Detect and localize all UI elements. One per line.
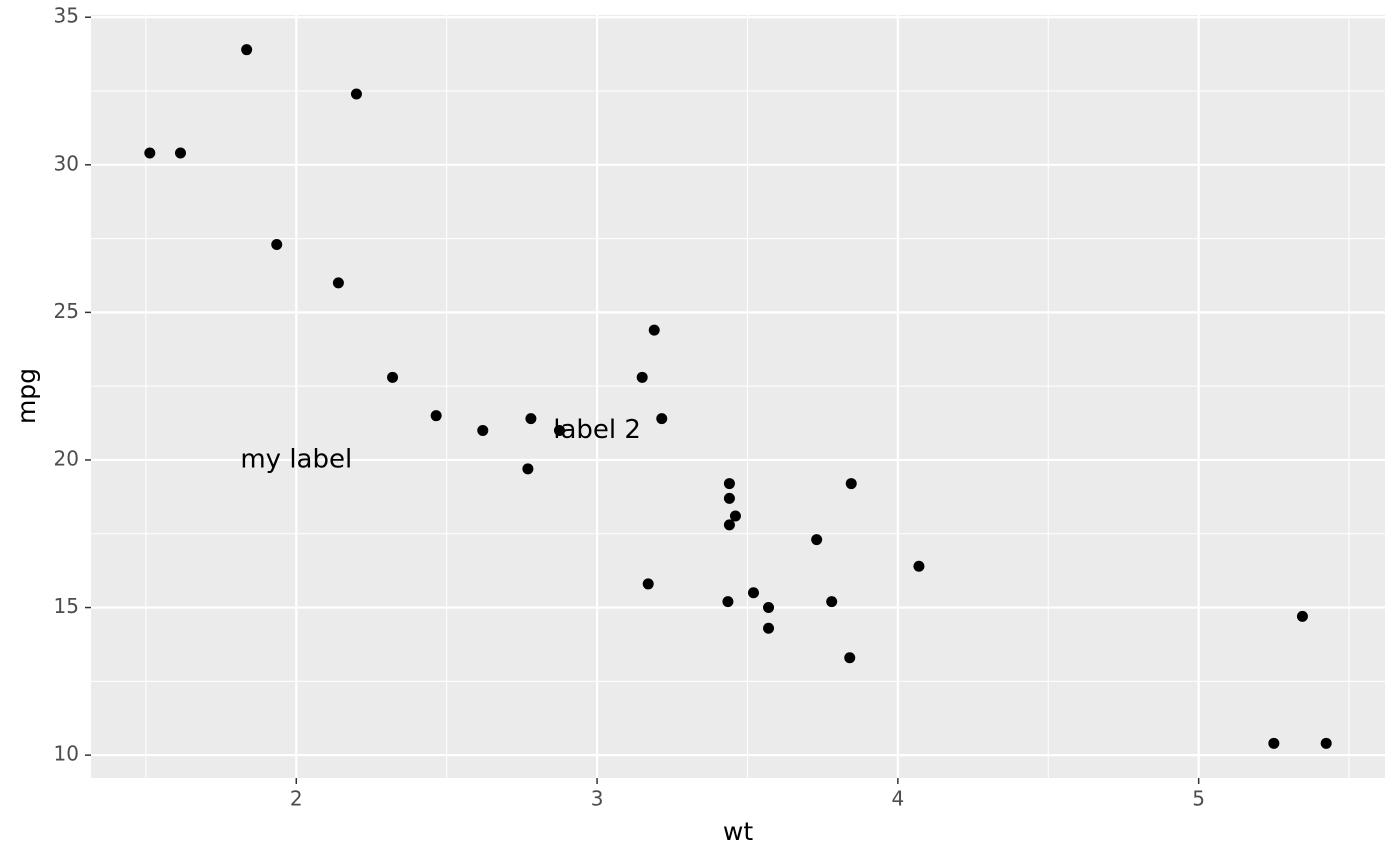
point — [241, 44, 253, 56]
point — [1268, 737, 1280, 749]
point — [913, 560, 925, 572]
x-tick-label: 4 — [892, 787, 905, 811]
point — [723, 519, 735, 531]
y-tick-label: 15 — [54, 594, 79, 618]
point — [723, 492, 735, 504]
annotation: my label — [240, 444, 352, 474]
point — [826, 596, 838, 608]
point — [174, 147, 186, 159]
y-tick-label: 35 — [54, 4, 79, 28]
y-tick-label: 20 — [54, 446, 79, 470]
point — [477, 424, 489, 436]
point — [350, 88, 362, 100]
y-tick-label: 10 — [54, 742, 79, 766]
point — [811, 534, 823, 546]
y-tick-label: 30 — [54, 151, 79, 175]
point — [525, 413, 537, 425]
x-tick-label: 3 — [591, 787, 604, 811]
point — [763, 622, 775, 634]
point — [642, 578, 654, 590]
point — [144, 147, 156, 159]
point — [722, 596, 734, 608]
annotation: label 2 — [553, 415, 641, 445]
point — [844, 652, 856, 664]
y-tick-label: 25 — [54, 299, 79, 323]
point — [271, 238, 283, 250]
point — [1320, 737, 1332, 749]
point — [729, 510, 741, 522]
y-axis-title: mpg — [12, 368, 41, 424]
x-tick-label: 2 — [290, 787, 303, 811]
point — [387, 371, 399, 383]
point — [430, 410, 442, 422]
x-tick-label: 5 — [1192, 787, 1205, 811]
point — [845, 478, 857, 490]
point — [747, 587, 759, 599]
point — [763, 602, 775, 614]
panel — [91, 15, 1385, 778]
point — [723, 478, 735, 490]
point — [332, 277, 344, 289]
point — [648, 324, 660, 336]
point — [1296, 610, 1308, 622]
point — [522, 463, 534, 475]
point — [636, 371, 648, 383]
point — [553, 424, 565, 436]
x-axis-title: wt — [723, 817, 753, 846]
point — [656, 413, 668, 425]
